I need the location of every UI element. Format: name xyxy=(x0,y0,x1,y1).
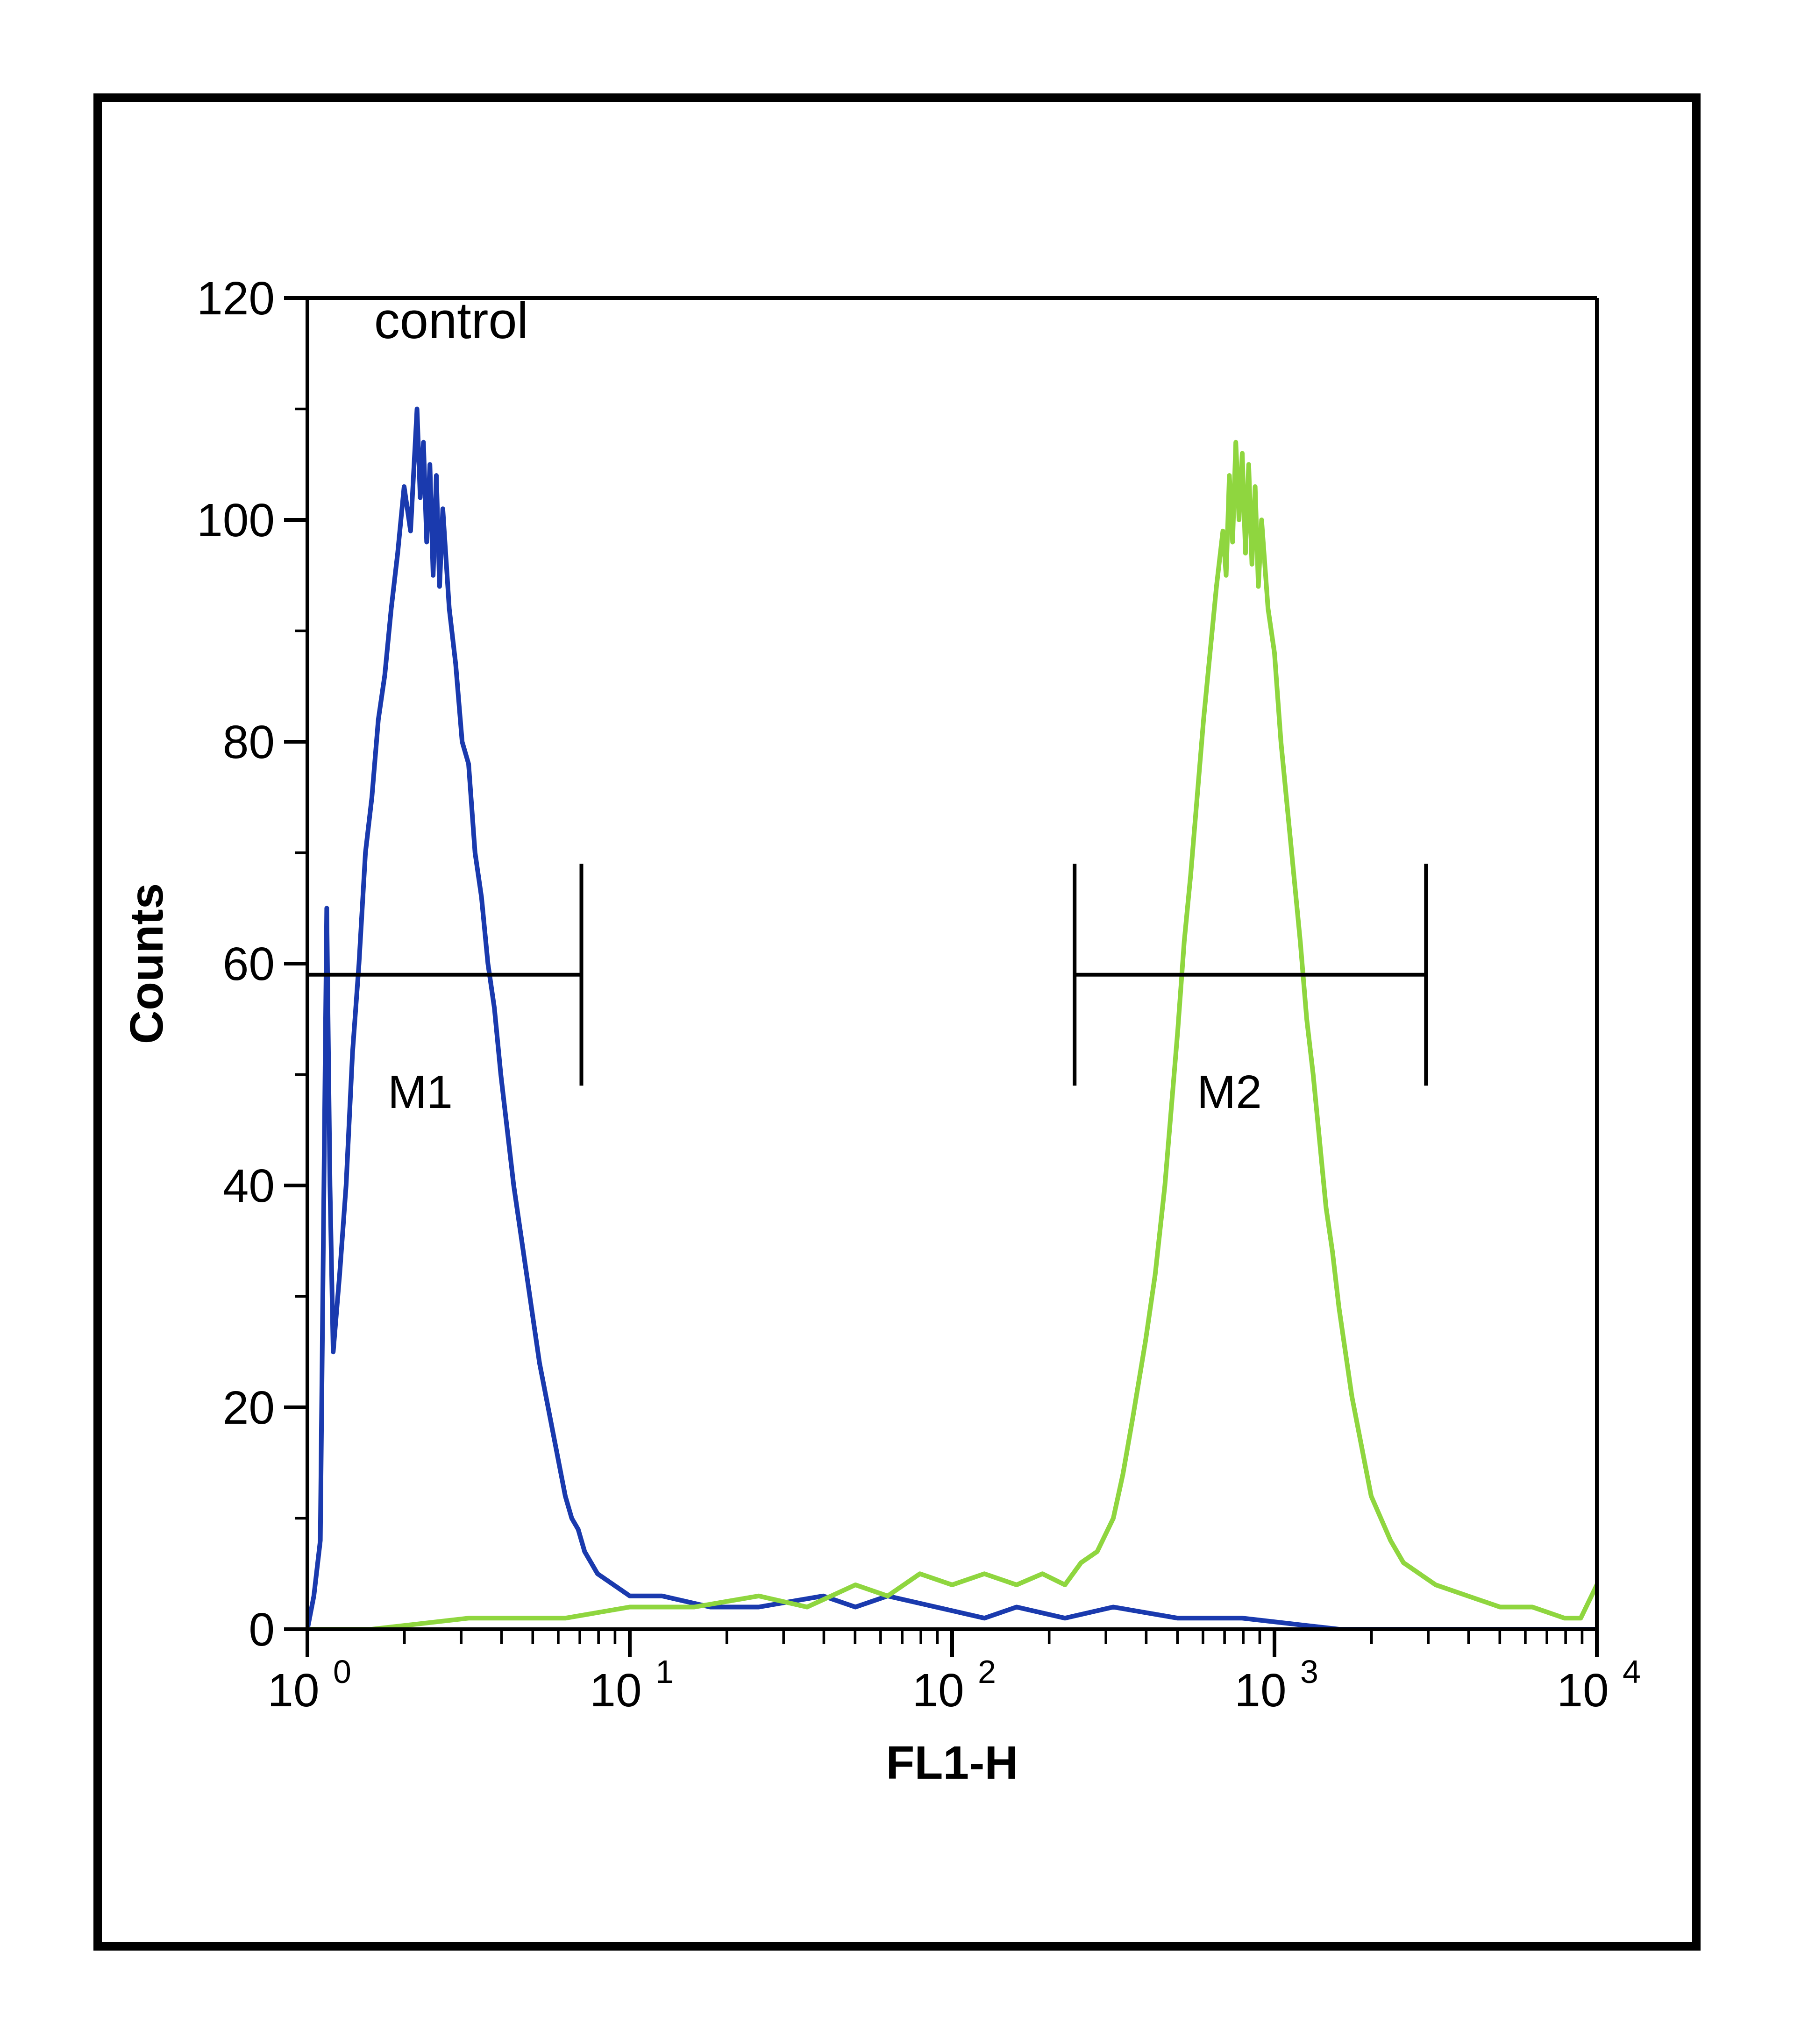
svg-text:3: 3 xyxy=(1300,1654,1318,1690)
y-tick-label: 120 xyxy=(197,272,275,325)
gate-M1: M1 xyxy=(307,864,582,1118)
x-tick-label: 10 0 xyxy=(267,1654,351,1717)
svg-text:0: 0 xyxy=(333,1654,351,1690)
svg-text:10: 10 xyxy=(1557,1664,1609,1717)
svg-text:2: 2 xyxy=(978,1654,996,1690)
annotation-control: control xyxy=(374,292,528,349)
svg-text:10: 10 xyxy=(1234,1664,1286,1717)
gate-label-M2: M2 xyxy=(1197,1066,1262,1118)
y-tick-label: 60 xyxy=(223,938,275,990)
x-axis-label: FL1-H xyxy=(886,1737,1018,1789)
series-antibody-M2 xyxy=(307,442,1597,1629)
svg-text:10: 10 xyxy=(912,1664,964,1717)
x-tick-label: 10 3 xyxy=(1234,1654,1318,1717)
y-tick-label: 40 xyxy=(223,1160,275,1212)
series-control-M1 xyxy=(307,409,1597,1630)
y-tick-label: 80 xyxy=(223,716,275,768)
svg-text:10: 10 xyxy=(267,1664,319,1717)
y-axis-label: Counts xyxy=(121,883,173,1044)
plot-series-group xyxy=(307,409,1597,1630)
svg-text:10: 10 xyxy=(590,1664,641,1717)
chart-frame: 100101102103104FL1-H020406080100120Count… xyxy=(93,93,1701,1951)
y-tick-label: 20 xyxy=(223,1382,275,1434)
x-tick-label: 10 2 xyxy=(912,1654,996,1717)
svg-text:1: 1 xyxy=(655,1654,674,1690)
gate-M2: M2 xyxy=(1075,864,1426,1118)
y-tick-label: 0 xyxy=(249,1604,275,1656)
x-tick-label: 10 4 xyxy=(1557,1654,1641,1717)
flow-histogram-chart: 100101102103104FL1-H020406080100120Count… xyxy=(102,102,1692,1942)
svg-text:4: 4 xyxy=(1623,1654,1641,1690)
chart-svg: 100101102103104FL1-H020406080100120Count… xyxy=(102,102,1692,1942)
gate-label-M1: M1 xyxy=(388,1066,453,1118)
y-tick-label: 100 xyxy=(197,494,275,546)
x-tick-label: 10 1 xyxy=(590,1654,674,1717)
